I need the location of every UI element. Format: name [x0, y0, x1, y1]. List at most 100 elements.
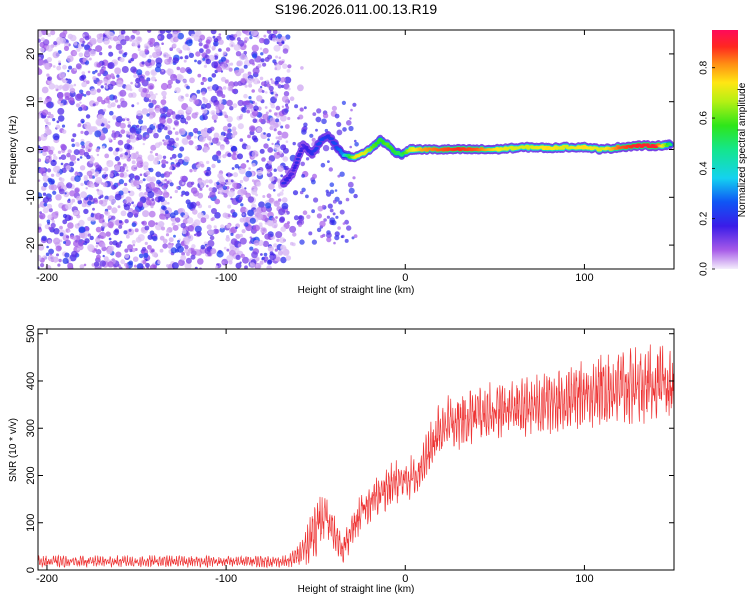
spectrogram-noise-cell [144, 48, 149, 53]
spectrogram-noise-cell [209, 138, 212, 141]
spectrogram-noise-cell [227, 123, 232, 128]
spectrogram-signal-core [292, 166, 297, 170]
spectrogram-noise-cell [188, 140, 194, 146]
spectrogram-noise-cell [88, 195, 94, 201]
spectrogram-noise-cell [219, 99, 223, 103]
spectrogram-noise-cell [255, 263, 262, 269]
spectrogram-noise-cell [148, 106, 155, 113]
spectrogram-noise-cell [116, 116, 123, 123]
spectrogram-noise-cell [132, 243, 136, 247]
spectrogram-noise-cell [129, 133, 136, 140]
spectrogram-noise-cell [287, 64, 292, 69]
spectrogram-noise-cell [300, 161, 306, 167]
spectrogram-noise-cell [179, 114, 185, 120]
spectrogram-noise-cell [124, 143, 131, 150]
spectrogram-noise-cell [121, 66, 129, 73]
spectrogram-noise-cell [231, 89, 236, 93]
spectrogram-noise-cell [168, 237, 174, 243]
spectrogram-noise-cell [110, 199, 116, 205]
spectrogram-noise-cell [78, 219, 85, 227]
spectrogram-noise-cell [89, 37, 97, 45]
spectrogram-noise-cell [179, 146, 185, 152]
spectrogram-noise-cell [246, 109, 251, 114]
spectrogram-noise-cell [85, 90, 91, 96]
spectrogram-noise-cell [67, 222, 74, 229]
spectrogram-signal-core [314, 146, 319, 150]
spectrogram-noise-cell [71, 138, 75, 142]
spectrogram-noise-cell [228, 260, 233, 265]
spectrogram-noise-cell [277, 193, 281, 197]
spectrogram-noise-cell [124, 52, 128, 56]
spectrogram-noise-cell [220, 177, 226, 183]
spectrogram-signal-core [634, 145, 640, 148]
spectrogram-noise-cell [174, 189, 178, 194]
spectrogram-signal-core [309, 153, 315, 156]
spectrogram-noise-cell [205, 39, 211, 45]
spectrogram-noise-cell [165, 161, 169, 164]
spectrogram-noise-cell [186, 115, 192, 121]
spectrogram-noise-cell [270, 78, 273, 81]
spectrogram-noise-cell [179, 67, 186, 74]
spectrogram-noise-cell [48, 184, 54, 190]
spectrogram-noise-cell [199, 39, 202, 43]
spectrogram-noise-cell [215, 109, 220, 114]
spectrogram-noise-cell [98, 196, 102, 200]
spectrogram-noise-cell [206, 160, 210, 165]
spectrogram-noise-cell [119, 57, 125, 63]
spectrogram-noise-cell [118, 49, 124, 55]
spectrogram-noise-cell [278, 56, 282, 60]
spectrogram-noise-cell [217, 159, 221, 164]
spectrogram-noise-cell [186, 85, 190, 90]
y-tick-label: 0 [25, 567, 37, 573]
spectrogram-noise-cell [66, 152, 71, 158]
spectrogram-signal-core [299, 147, 305, 150]
spectrogram-noise-cell [67, 229, 71, 233]
spectrogram-noise-cell [163, 171, 171, 178]
spectrogram-noise-cell [236, 61, 242, 67]
spectrogram-noise-cell [334, 231, 340, 237]
y-tick-label: 300 [25, 419, 37, 437]
spectrogram-noise-cell [50, 30, 56, 36]
spectrogram-noise-cell [247, 196, 255, 203]
spectrogram-noise-cell [74, 175, 81, 182]
spectrogram-noise-cell [202, 108, 208, 114]
spectrogram-noise-cell [137, 201, 143, 207]
spectrogram-noise-cell [73, 160, 77, 164]
spectrogram-noise-cell [235, 150, 239, 154]
spectrogram-noise-cell [141, 247, 147, 252]
x-tick-label: 100 [575, 272, 593, 284]
spectrogram-noise-cell [346, 120, 352, 126]
spectrogram-noise-cell [133, 74, 138, 78]
spectrogram-noise-cell [95, 148, 100, 153]
spectrogram-noise-cell [174, 131, 179, 136]
spectrogram-noise-cell [191, 95, 197, 101]
spectrogram-noise-cell [105, 85, 109, 89]
spectrogram-noise-cell [193, 168, 197, 172]
spectrogram-noise-cell [266, 30, 272, 34]
spectrogram-noise-cell [253, 209, 260, 216]
colorbar-tick-label: 0.2 [699, 211, 710, 225]
spectrogram-signal-core [291, 169, 296, 172]
spectrogram-noise-cell [111, 132, 117, 138]
spectrogram-noise-cell [80, 141, 85, 146]
spectrogram-noise-cell [155, 171, 162, 178]
spectrogram-noise-cell [251, 162, 256, 168]
spectrogram-noise-cell [267, 147, 274, 153]
spectrogram-noise-cell [265, 91, 268, 94]
spectrogram-noise-cell [244, 265, 248, 269]
spectrogram-noise-cell [169, 146, 174, 151]
spectrogram-noise-cell [267, 138, 270, 141]
snr-panel: -200 -100 0 100 0 100 200 300 400 500 Height of … [8, 325, 675, 595]
spectrogram-noise-cell [94, 130, 102, 138]
spectrogram-noise-cell [164, 178, 167, 182]
spectrogram-noise-cell [322, 204, 325, 208]
spectrogram-noise-cell [118, 179, 124, 185]
spectrogram-noise-cell [84, 130, 89, 136]
spectrogram-noise-cell [225, 173, 229, 176]
spectrogram-noise-cell [275, 231, 283, 239]
spectrogram-noise-cell [38, 148, 41, 153]
spectrogram-noise-cell [165, 210, 169, 214]
spectrogram-noise-cell [192, 209, 198, 215]
spectrogram-noise-cell [104, 82, 107, 86]
spectrogram-noise-cell [322, 233, 326, 237]
